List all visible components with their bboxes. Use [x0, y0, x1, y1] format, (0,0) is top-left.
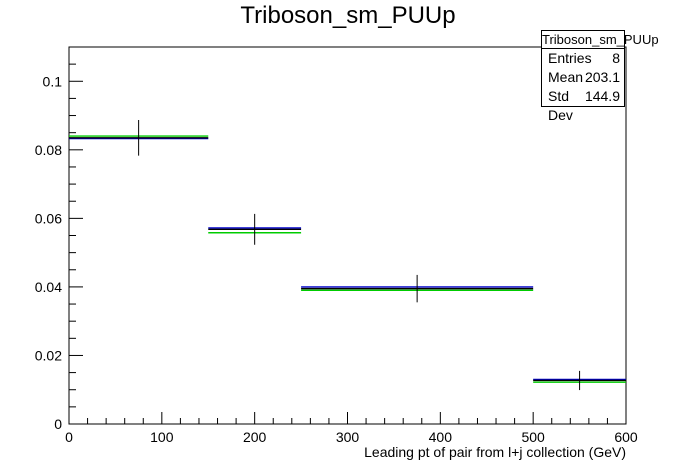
series-1 [69, 137, 626, 382]
stats-label: Mean [548, 69, 584, 85]
y-tick-label: 0.04 [35, 279, 62, 295]
series-2 [69, 135, 626, 383]
stats-label: Std Dev [548, 88, 573, 123]
stats-value: 144.9 [584, 88, 620, 104]
x-tick-label: 0 [65, 429, 73, 445]
stats-row-mean: Mean 203.1 [542, 68, 624, 87]
chart-title: Triboson_sm_PUUp [240, 2, 456, 29]
tick-labels: 0 100 200 300 400 500 600 0 0.02 0.04 0.06 0.08 0.1 [35, 73, 638, 445]
x-tick-label: 100 [150, 429, 174, 445]
x-tick-label: 200 [243, 429, 267, 445]
stats-label: Entries [548, 50, 592, 66]
stats-row-entries: Entries 8 [542, 49, 624, 68]
axes [68, 46, 627, 425]
x-tick-label: 300 [336, 429, 360, 445]
stats-value: 8 [612, 50, 620, 66]
y-tick-label: 0 [54, 416, 62, 432]
x-tick-label: 600 [614, 429, 638, 445]
error-bars [138, 120, 581, 391]
series-0 [69, 137, 626, 381]
y-tick-label: 0.08 [35, 142, 62, 158]
y-tick-label: 0.1 [43, 73, 63, 89]
x-axis-label: Leading pt of pair from l+j collection (… [364, 444, 626, 460]
x-tick-label: 500 [521, 429, 545, 445]
stats-title: Triboson_sm_PUUp [542, 32, 659, 49]
stats-box: Triboson_sm_PUUp Entries 8 Mean 203.1 St… [541, 30, 659, 123]
stats-row-stddev: Std Dev 144.9 [542, 87, 624, 123]
y-tick-label: 0.06 [35, 210, 62, 226]
series-group [69, 135, 626, 383]
stats-value: 203.1 [584, 69, 620, 85]
y-tick-label: 0.02 [35, 347, 62, 363]
x-tick-label: 400 [429, 429, 453, 445]
